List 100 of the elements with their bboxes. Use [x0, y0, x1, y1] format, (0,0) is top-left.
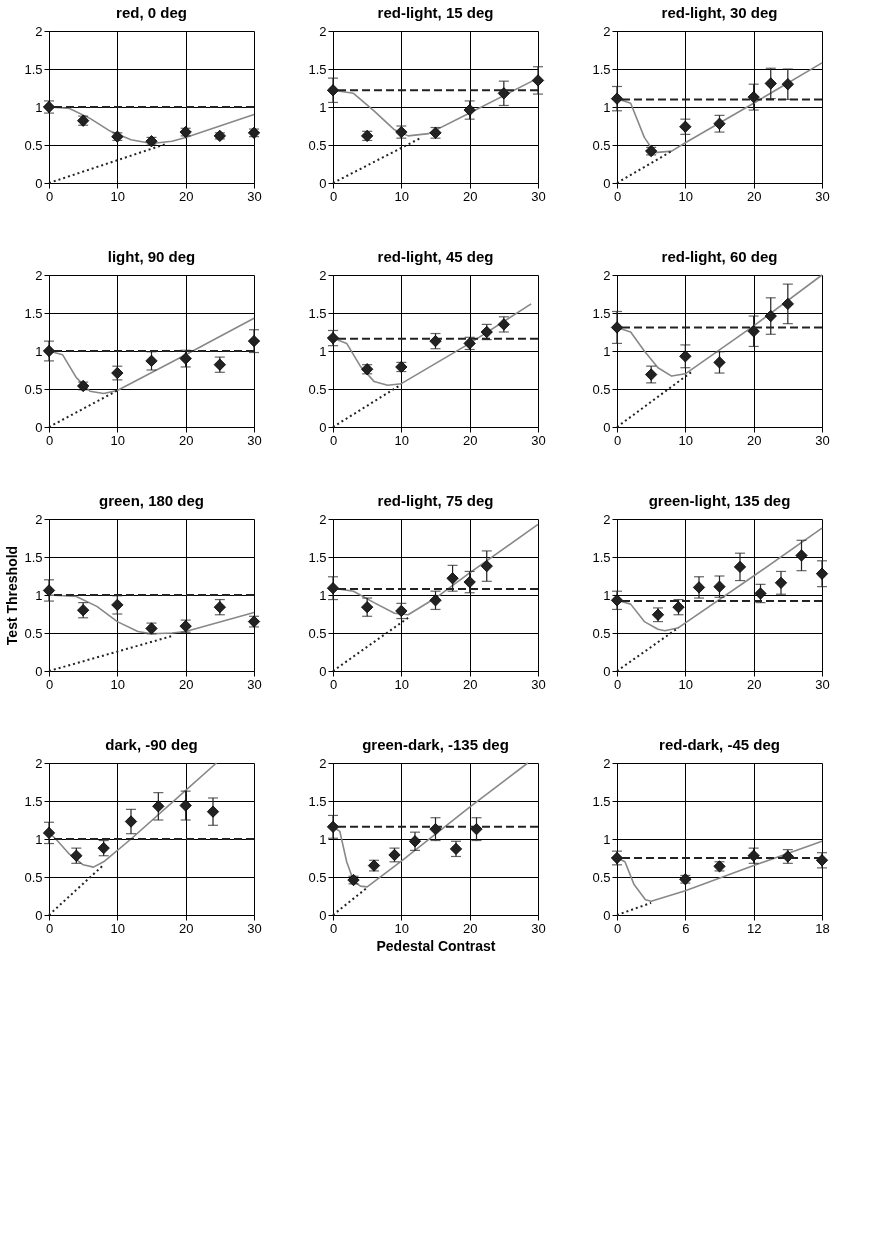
x-tick-label: 30 — [815, 188, 830, 204]
y-tick-label: 1.5 — [308, 793, 327, 809]
y-tick-label: 2 — [319, 267, 327, 283]
point — [361, 601, 374, 614]
y-tick-label: 1.5 — [308, 305, 327, 321]
x-tick-label: 30 — [531, 188, 546, 204]
x-tick-label: 20 — [178, 676, 194, 692]
point — [247, 335, 261, 348]
y-tick-label: 0 — [35, 907, 43, 923]
point — [733, 560, 747, 573]
y-tick-label: 2 — [603, 511, 611, 527]
y-tick-label: 0.5 — [308, 625, 327, 641]
chart-title: red, 0 deg — [116, 4, 187, 21]
x-tick-label: 10 — [394, 432, 410, 448]
y-tick-label: 0.5 — [592, 381, 611, 397]
y-tick-label: 0 — [319, 907, 327, 923]
chart-title: red-light, 45 deg — [377, 248, 494, 265]
x-tick-label: 30 — [815, 432, 830, 448]
x-tick-label: 10 — [678, 188, 694, 204]
y-tick-label: 1 — [319, 831, 327, 847]
x-tick-label: 0 — [613, 432, 622, 448]
point — [781, 78, 794, 91]
chart-title: red-dark, -45 deg — [659, 736, 780, 753]
point — [610, 594, 624, 607]
x-tick-label: 20 — [462, 920, 478, 936]
y-tick-label: 2 — [35, 23, 43, 39]
y-tick-label: 2 — [35, 511, 43, 527]
x-tick-label: 0 — [329, 432, 338, 448]
x-tick-label: 20 — [178, 188, 194, 204]
x-tick-label: 10 — [678, 432, 694, 448]
x-tick-label: 10 — [394, 188, 410, 204]
x-tick-label: 20 — [746, 432, 762, 448]
chart-title: red-light, 15 deg — [377, 4, 494, 21]
x-tick-label: 0 — [45, 676, 54, 692]
x-tick-label: 30 — [815, 676, 830, 692]
x-tick-label: 0 — [613, 920, 622, 936]
x-tick-label: 10 — [110, 432, 126, 448]
point — [446, 572, 459, 585]
y-tick-label: 1.5 — [308, 61, 327, 77]
y-tick-label: 1 — [319, 587, 327, 603]
point — [480, 560, 493, 573]
y-tick-label: 0 — [319, 663, 327, 679]
x-tick-label: 18 — [815, 920, 830, 936]
y-tick-label: 2 — [319, 755, 327, 771]
x-tick-label: 10 — [110, 920, 126, 936]
y-tick-label: 1 — [319, 99, 327, 115]
y-tick-label: 1.5 — [592, 793, 611, 809]
point — [692, 581, 706, 594]
y-tick-label: 0.5 — [24, 625, 43, 641]
x-tick-label: 10 — [110, 188, 126, 204]
y-tick-label: 2 — [603, 755, 611, 771]
x-tick-label: 10 — [394, 920, 410, 936]
y-tick-label: 0.5 — [24, 381, 43, 397]
point — [747, 325, 760, 338]
x-tick-label: 0 — [45, 432, 54, 448]
y-tick-label: 2 — [603, 267, 611, 283]
point — [42, 826, 56, 840]
x-tick-label: 30 — [531, 920, 546, 936]
point — [111, 598, 124, 611]
y-tick-label: 1.5 — [24, 61, 43, 77]
y-tick-label: 0.5 — [308, 381, 327, 397]
chart-title: green-dark, -135 deg — [362, 736, 509, 753]
point — [145, 354, 158, 367]
x-tick-label: 20 — [462, 188, 478, 204]
y-tick-label: 1.5 — [308, 549, 327, 565]
point — [42, 584, 56, 597]
y-tick-label: 0 — [319, 419, 327, 435]
y-tick-label: 0 — [35, 419, 43, 435]
y-tick-label: 0.5 — [308, 869, 327, 885]
point — [179, 799, 192, 812]
y-tick-label: 0.5 — [592, 137, 611, 153]
x-tick-label: 20 — [462, 432, 478, 448]
y-tick-label: 1 — [35, 99, 43, 115]
y-axis-title: Test Threshold — [4, 545, 21, 646]
point — [610, 321, 624, 334]
chart-title: green-light, 135 deg — [648, 492, 791, 509]
point — [497, 87, 510, 100]
y-tick-label: 2 — [35, 755, 43, 771]
chart-title: red-light, 60 deg — [661, 248, 778, 265]
point — [764, 309, 777, 323]
chart-title: dark, -90 deg — [105, 736, 198, 753]
point — [124, 815, 138, 828]
y-tick-label: 2 — [35, 267, 43, 283]
y-tick-label: 1 — [603, 587, 611, 603]
x-tick-label: 30 — [247, 432, 262, 448]
point — [326, 84, 340, 97]
y-tick-label: 1.5 — [24, 305, 43, 321]
point — [610, 92, 624, 105]
y-tick-label: 2 — [319, 511, 327, 527]
point — [774, 576, 788, 589]
chart-title: light, 90 deg — [107, 248, 196, 265]
point — [463, 575, 476, 589]
y-tick-label: 0 — [35, 175, 43, 191]
y-tick-label: 1 — [35, 831, 43, 847]
x-tick-label: 20 — [178, 920, 194, 936]
point — [795, 549, 808, 562]
point — [42, 344, 56, 358]
y-tick-label: 0.5 — [24, 137, 43, 153]
x-tick-label: 20 — [746, 676, 762, 692]
point — [326, 582, 340, 595]
